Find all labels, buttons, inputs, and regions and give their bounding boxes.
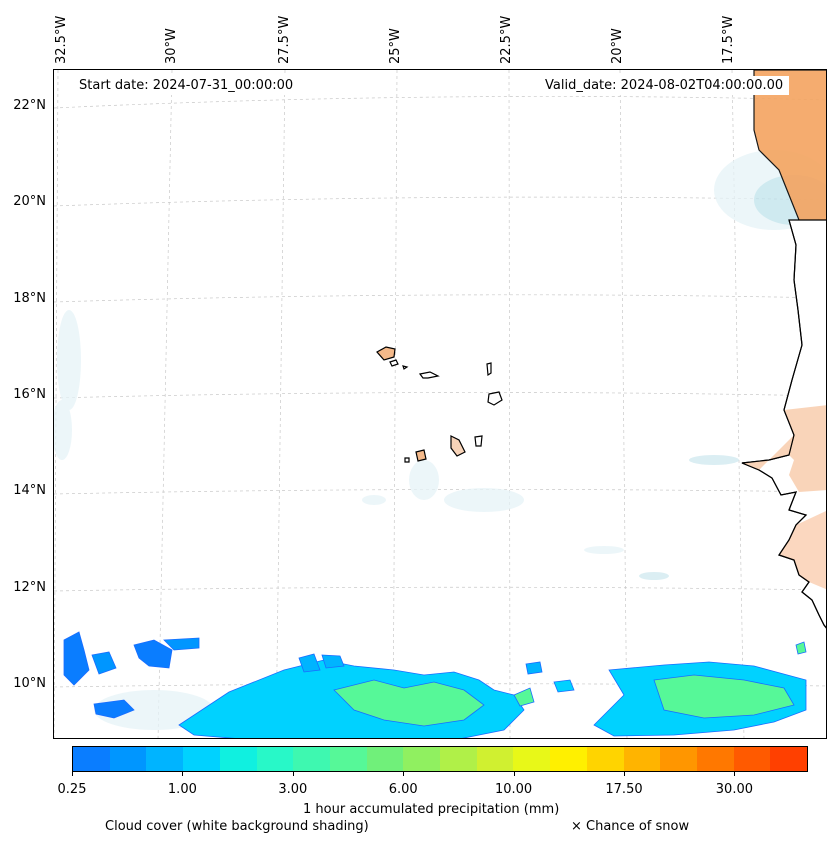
map-panel [53,69,827,739]
guinea-land [779,510,826,590]
colorbar-tick-label: 30.00 [715,782,753,797]
colorbar-tick-label: 10.00 [494,782,533,797]
lat-label-10n: 10°N [13,676,46,691]
island-boa-vista [487,391,503,406]
colorbar-tick-label: 17.50 [605,782,643,797]
island-brava [404,457,410,463]
colorbar-swatch [586,747,624,771]
lon-label-20w: 20°W [610,28,625,64]
lat-label-22n: 22°N [13,98,46,113]
colorbar-label: 1 hour accumulated precipitation (mm) [303,802,560,817]
colorbar-tick-mark [403,772,405,776]
precip-blob-center-4 [513,687,535,707]
valid-date-label: Valid_date: 2024-08-02T04:00:00.00 [539,76,790,95]
island-maio [474,435,483,447]
lat-label-18n: 18°N [13,291,46,306]
precipitation-colorbar [72,746,808,772]
colorbar-swatch [293,747,330,771]
island-sao-vicente [389,359,399,367]
precip-blob-west-2 [91,651,117,675]
lon-label-22-5w: 22.5°W [499,15,514,64]
precip-blob-center-2 [321,654,345,669]
colorbar-swatch [550,747,587,771]
colorbar-swatch [733,747,771,771]
lon-label-17-5w: 17.5°W [721,15,736,64]
lon-label-27-5w: 27.5°W [277,15,292,64]
colorbar-swatch [696,747,734,771]
colorbar-swatch [183,747,220,771]
colorbar-tick-label: 0.25 [57,782,87,797]
graticule [54,70,826,738]
colorbar-tick-mark [72,772,73,776]
colorbar-swatch [513,747,551,771]
senegal-land [742,405,826,492]
precip-blob-center-3 [525,661,543,675]
lat-label-14n: 14°N [13,483,46,498]
colorbar-swatch [476,747,514,771]
map-canvas [54,70,826,738]
lat-label-20n: 20°N [13,194,46,209]
colorbar-swatch [770,747,808,771]
colorbar-swatch [146,747,184,771]
precip-band-main-core [333,679,485,727]
coastline [741,219,826,629]
colorbar-tick-label: 1.00 [167,782,197,797]
precip-blob-west-5 [93,699,135,719]
colorbar-swatch [366,747,404,771]
mauritania-land [753,70,826,231]
island-santa-luzia [402,365,409,370]
africa-coast-land [741,70,826,629]
colorbar-tick-mark [734,772,736,776]
precip-blob-east-coast [795,641,807,655]
colorbar-swatch [660,747,697,771]
colorbar-tick-mark [182,772,184,776]
colorbar-swatch [73,747,110,771]
precip-blob-center-1 [298,653,321,673]
colorbar-swatch [256,747,294,771]
colorbar-tick-label: 6.00 [388,782,418,797]
lon-label-25w: 25°W [388,28,403,64]
snow-legend: × Chance of snow [571,819,690,834]
precip-blob-center-5 [553,679,575,693]
colorbar-tick-mark [624,772,625,776]
precip-blob-west-4 [163,637,200,651]
colorbar-swatch [219,747,257,771]
colorbar-swatch [440,747,477,771]
cloud-cover-legend: Cloud cover (white background shading) [105,819,369,834]
island-santiago [450,435,466,457]
colorbar-tick-label: 3.00 [278,782,308,797]
island-sao-nicolau [418,371,440,379]
precipitation-field [63,631,807,738]
precip-band-east-core [653,674,795,719]
island-santo-antao [376,346,396,361]
colorbar-swatch [329,747,367,771]
lon-label-30w: 30°W [164,28,179,64]
colorbar-tick-mark [292,772,294,776]
cape-verde-islands [376,346,503,463]
colorbar-swatch [403,747,441,771]
colorbar-swatch [109,747,147,771]
lat-label-16n: 16°N [13,387,46,402]
lat-label-12n: 12°N [13,580,46,595]
island-sal [486,362,492,377]
lon-label-32-5w: 32.5°W [54,15,69,64]
precip-blob-west-1 [63,631,90,686]
colorbar-swatch [623,747,661,771]
start-date-label: Start date: 2024-07-31_00:00:00 [73,76,300,95]
island-fogo [415,449,427,462]
precip-blob-west-3 [133,639,173,669]
colorbar-tick-mark [513,772,515,776]
